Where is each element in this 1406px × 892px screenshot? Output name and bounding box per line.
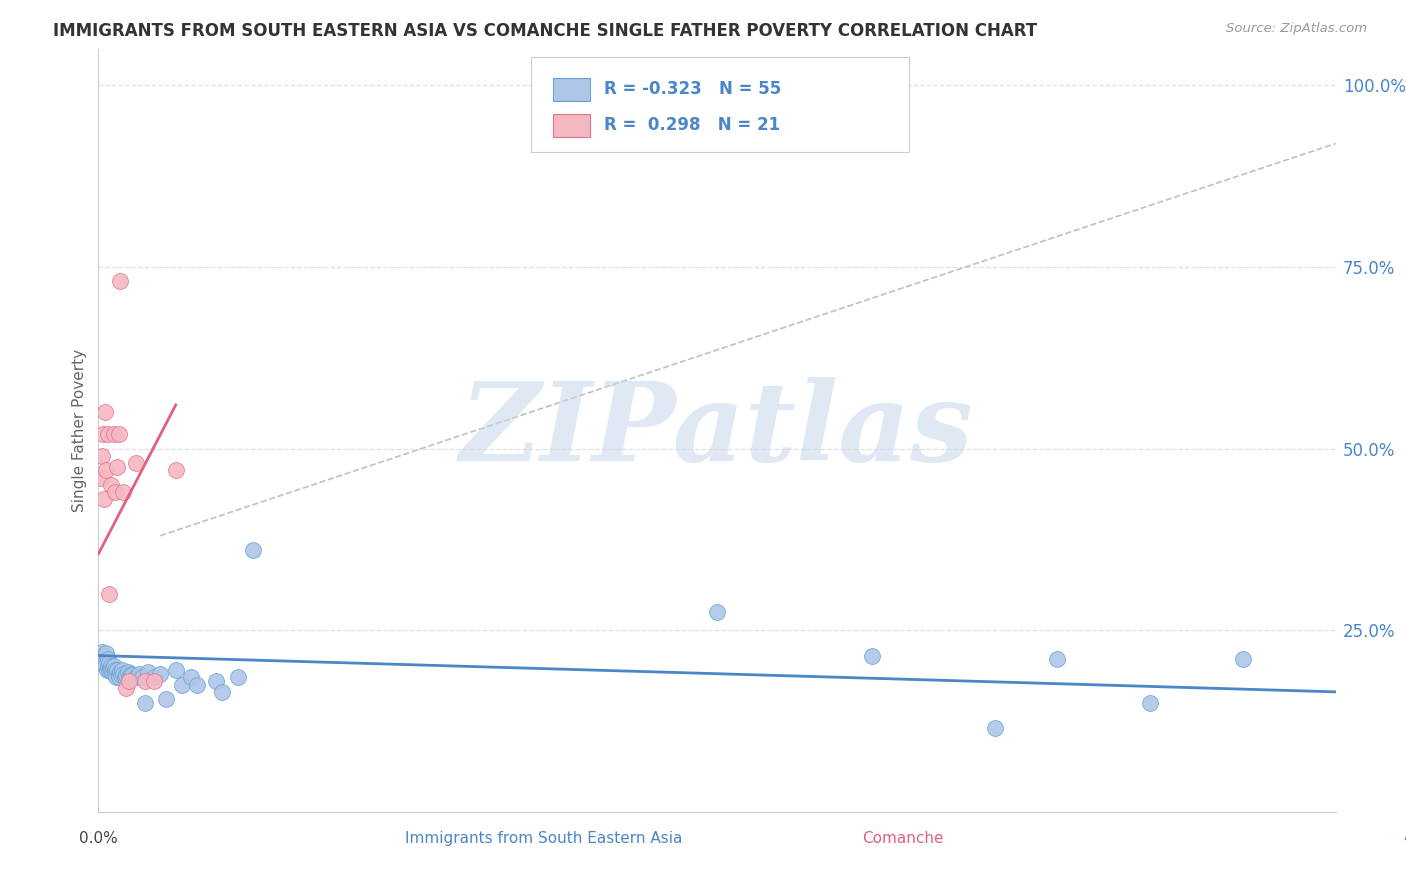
Point — [101, 665, 124, 680]
Text: ZIPatlas: ZIPatlas — [460, 376, 974, 484]
Point — [120, 666, 142, 681]
Point — [96, 646, 118, 660]
Point — [103, 659, 125, 673]
Point — [104, 485, 127, 500]
Point — [115, 668, 138, 682]
Point — [107, 666, 129, 681]
Point — [100, 478, 122, 492]
Point — [90, 645, 112, 659]
Point — [114, 670, 136, 684]
Point — [170, 678, 193, 692]
Point — [98, 587, 121, 601]
Point — [98, 661, 121, 675]
Point — [91, 449, 114, 463]
Point — [97, 652, 120, 666]
Point — [165, 663, 187, 677]
Point — [110, 668, 132, 682]
Point — [91, 648, 114, 663]
Point — [111, 663, 132, 677]
Point — [108, 275, 131, 289]
Point — [136, 665, 159, 680]
Point — [128, 666, 150, 681]
Point — [155, 692, 177, 706]
Point — [93, 652, 115, 666]
Point — [100, 663, 122, 677]
FancyBboxPatch shape — [531, 57, 908, 152]
Point — [706, 605, 728, 619]
Point — [149, 666, 172, 681]
Point — [108, 670, 131, 684]
Point — [211, 685, 233, 699]
Point — [90, 470, 112, 484]
Point — [97, 427, 120, 442]
Text: IMMIGRANTS FROM SOUTH EASTERN ASIA VS COMANCHE SINGLE FATHER POVERTY CORRELATION: IMMIGRANTS FROM SOUTH EASTERN ASIA VS CO… — [53, 22, 1038, 40]
Text: R =  0.298   N = 21: R = 0.298 N = 21 — [605, 116, 780, 135]
Point — [103, 663, 125, 677]
Text: Immigrants from South Eastern Asia: Immigrants from South Eastern Asia — [405, 831, 682, 846]
Point — [124, 670, 146, 684]
Text: Comanche: Comanche — [862, 831, 943, 846]
Point — [180, 670, 202, 684]
Text: 40.0%: 40.0% — [1403, 831, 1406, 846]
Point — [96, 463, 118, 477]
Point — [143, 670, 166, 684]
Point — [134, 673, 156, 688]
Point — [112, 485, 135, 500]
Point — [105, 670, 128, 684]
Point — [96, 663, 118, 677]
Point — [104, 666, 127, 681]
Point — [107, 427, 129, 442]
Point — [226, 670, 249, 684]
Point — [93, 656, 115, 670]
Point — [97, 663, 120, 677]
Point — [124, 456, 146, 470]
Text: 0.0%: 0.0% — [79, 831, 118, 846]
Point — [91, 427, 114, 442]
Point — [1232, 652, 1254, 666]
Point — [134, 696, 156, 710]
Point — [1046, 652, 1069, 666]
Point — [94, 405, 117, 419]
Point — [117, 665, 139, 680]
Point — [860, 648, 883, 663]
Point — [118, 673, 141, 688]
Point — [94, 659, 117, 673]
Point — [103, 427, 125, 442]
Point — [1139, 696, 1161, 710]
Point — [100, 659, 122, 673]
Point — [205, 673, 228, 688]
Point — [112, 666, 135, 681]
Point — [98, 656, 121, 670]
Text: Source: ZipAtlas.com: Source: ZipAtlas.com — [1226, 22, 1367, 36]
Y-axis label: Single Father Poverty: Single Father Poverty — [72, 349, 87, 512]
Point — [115, 681, 138, 696]
Point — [143, 673, 166, 688]
Point — [93, 492, 115, 507]
Point — [97, 659, 120, 673]
Point — [984, 721, 1007, 735]
Point — [186, 678, 208, 692]
Point — [118, 670, 141, 684]
Text: R = -0.323   N = 55: R = -0.323 N = 55 — [605, 80, 782, 98]
Point — [242, 543, 264, 558]
FancyBboxPatch shape — [553, 114, 589, 136]
Point — [105, 663, 128, 677]
Point — [103, 661, 125, 675]
Point — [105, 459, 128, 474]
Point — [131, 670, 153, 684]
Point — [121, 668, 143, 682]
FancyBboxPatch shape — [553, 78, 589, 101]
Point — [108, 665, 131, 680]
Point — [165, 463, 187, 477]
